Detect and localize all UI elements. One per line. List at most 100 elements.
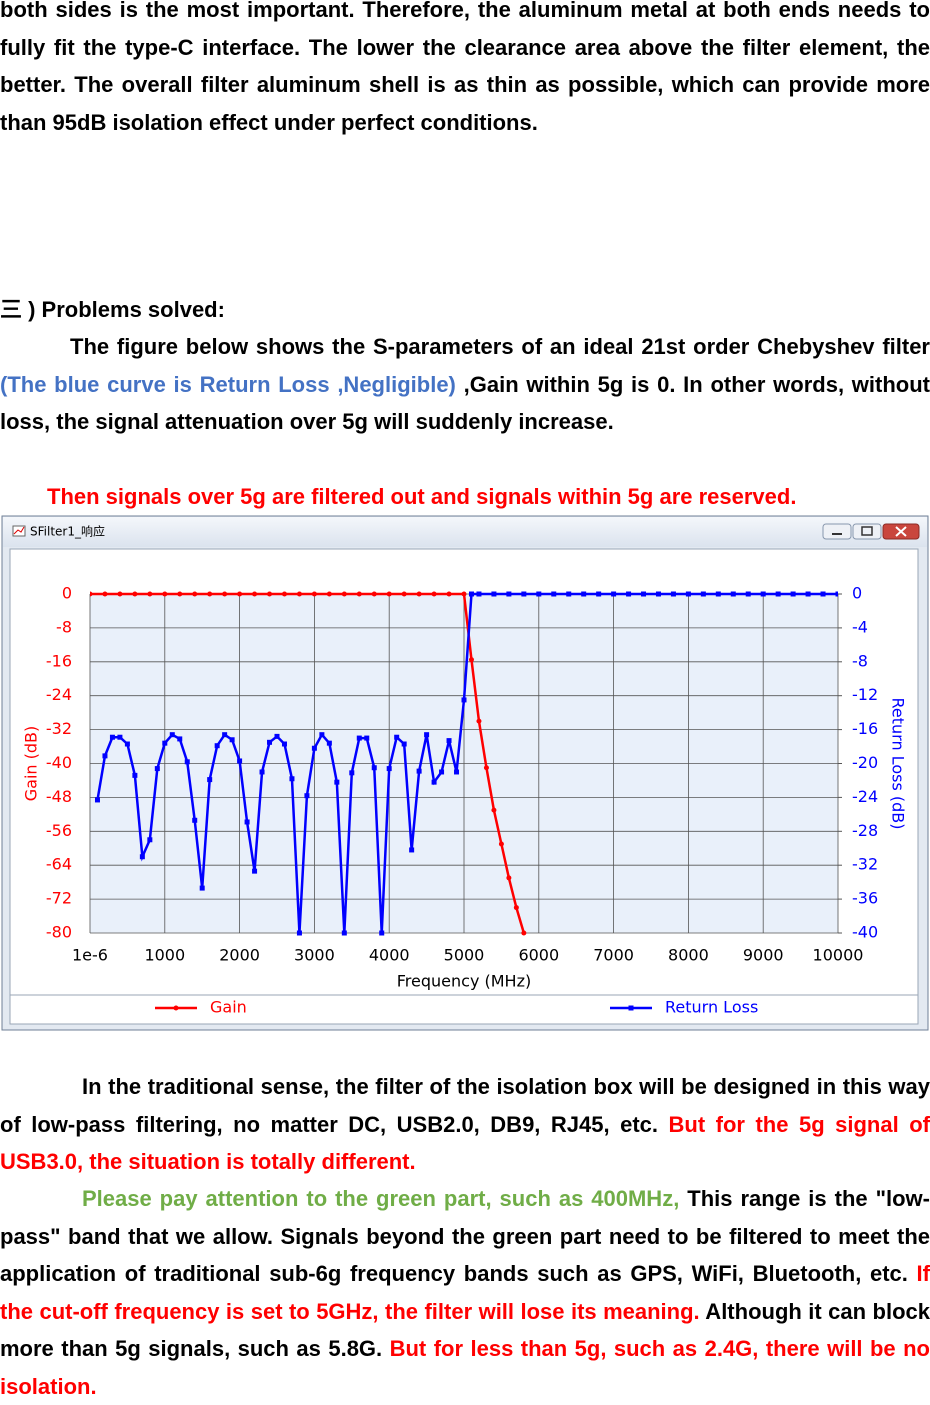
point [416, 768, 422, 774]
point [536, 591, 542, 597]
x-tick-label: 2000 [219, 946, 260, 965]
point [94, 797, 100, 803]
close-icon [895, 526, 907, 537]
point [341, 930, 347, 936]
point [311, 745, 317, 751]
legend-label: Return Loss [665, 998, 758, 1017]
point [364, 735, 370, 741]
text-run: This range is the "low-pass" band that w… [0, 1186, 930, 1286]
point [641, 591, 647, 597]
point [468, 657, 474, 663]
point [468, 591, 474, 597]
title-bar [3, 517, 927, 547]
point [386, 766, 392, 772]
x-tick-label: 7000 [593, 946, 634, 965]
point [192, 817, 198, 823]
point [431, 591, 437, 597]
point [169, 732, 175, 738]
point [244, 819, 250, 825]
point [685, 591, 691, 597]
point [401, 741, 407, 747]
paragraph: In the traditional sense, the filter of … [0, 1068, 930, 1181]
point [289, 776, 295, 782]
y-tick-label: -24 [46, 685, 72, 704]
point [498, 841, 504, 847]
x-tick-label: 5000 [444, 946, 485, 965]
point [267, 739, 273, 745]
point [483, 765, 489, 771]
minimize-button[interactable] [822, 523, 852, 540]
legend-label: Gain [210, 998, 247, 1017]
x-tick-label: 3000 [294, 946, 335, 965]
point [655, 591, 661, 597]
point [139, 854, 145, 860]
point [132, 591, 138, 597]
point [371, 591, 377, 597]
point [461, 591, 467, 597]
y2-tick-label: -16 [852, 719, 878, 738]
point [431, 779, 437, 785]
point [349, 770, 355, 776]
y2-tick-label: -4 [852, 617, 868, 636]
point [192, 591, 198, 597]
y2-tick-label: -32 [852, 855, 878, 874]
point [90, 591, 93, 597]
point [775, 591, 781, 597]
section-heading: 三 ) Problems solved: [0, 297, 225, 322]
point [117, 591, 123, 597]
point [386, 591, 392, 597]
point [491, 807, 497, 813]
point [394, 734, 400, 740]
y-tick-label: 0 [62, 584, 72, 603]
point [326, 591, 332, 597]
point [177, 591, 183, 597]
point [521, 930, 527, 936]
paragraph: The figure below shows the S-parameters … [0, 328, 930, 441]
text-run: (The blue curve is Return Loss ,Negligib… [0, 371, 456, 397]
point [102, 753, 108, 759]
maximize-button[interactable] [852, 523, 882, 540]
x-tick-label: 8000 [668, 946, 709, 965]
point [506, 875, 512, 881]
text-run: But for less than 5g, such as 2.4G, ther… [0, 1336, 930, 1399]
point [476, 718, 482, 724]
point [424, 732, 430, 738]
x-axis-label: Frequency (MHz) [397, 972, 531, 991]
point [446, 591, 452, 597]
point [237, 758, 243, 764]
text-run: But for the 5g signal of USB3.0, the sit… [0, 1111, 930, 1175]
point [439, 769, 445, 775]
point [296, 930, 302, 936]
point [252, 868, 258, 874]
legend-marker [173, 1005, 179, 1011]
point [700, 591, 706, 597]
text-run: If the cut-off frequency is set to 5GHz,… [0, 1261, 930, 1324]
point [207, 591, 213, 597]
point [281, 591, 287, 597]
point [267, 591, 273, 597]
point [670, 591, 676, 597]
point [461, 697, 467, 703]
x-tick-label: 6000 [518, 946, 559, 965]
y-tick-label: -16 [46, 651, 72, 670]
y-tick-label: -32 [46, 719, 72, 738]
point [214, 743, 220, 749]
point [715, 591, 721, 597]
paragraph: Please pay attention to the green part, … [0, 1180, 930, 1405]
point [177, 736, 183, 742]
point [117, 734, 123, 740]
y2-axis-label: Return Loss (dB) [889, 698, 908, 830]
x-tick-label: 1000 [144, 946, 185, 965]
point [581, 591, 587, 597]
y2-tick-label: 0 [852, 584, 862, 603]
point [611, 591, 617, 597]
y-tick-label: -8 [56, 617, 72, 636]
point [281, 741, 287, 747]
point [102, 591, 108, 597]
point [745, 591, 751, 597]
point [446, 738, 452, 744]
point [835, 591, 838, 597]
y2-tick-label: -40 [852, 923, 878, 942]
point [760, 591, 766, 597]
